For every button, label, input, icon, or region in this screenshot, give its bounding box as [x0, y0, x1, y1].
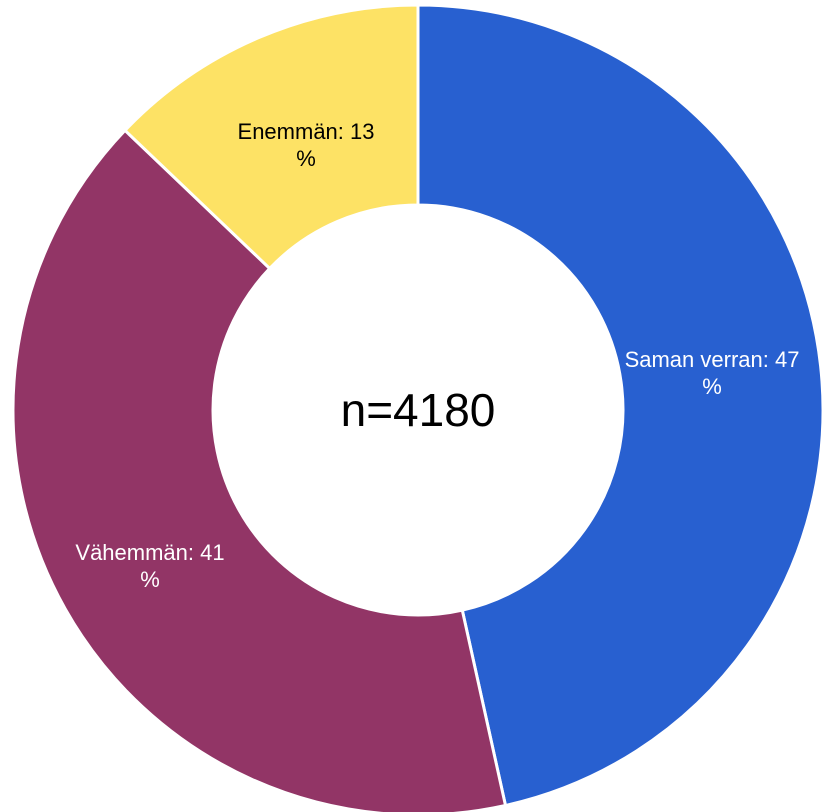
slice-label: Enemmän: 13 %: [237, 119, 375, 171]
donut-slice: [11, 128, 508, 812]
donut-slice: [416, 3, 823, 808]
donut-slice: [122, 3, 420, 271]
slice-label: Saman verran: 47 %: [624, 347, 800, 399]
slice-label: Vähemmän: 41 %: [75, 540, 225, 592]
center-label: n=4180: [340, 384, 496, 436]
